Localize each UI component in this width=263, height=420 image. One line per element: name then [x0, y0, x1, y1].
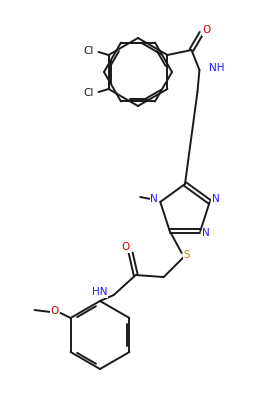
Text: N: N — [203, 228, 210, 238]
Text: N: N — [150, 194, 158, 204]
Text: N: N — [212, 194, 220, 204]
Text: O: O — [122, 242, 130, 252]
Text: Cl: Cl — [83, 46, 94, 56]
Text: S: S — [183, 250, 190, 260]
Text: Cl: Cl — [83, 88, 94, 98]
Text: HN: HN — [92, 287, 108, 297]
Text: O: O — [50, 306, 59, 316]
Text: O: O — [202, 25, 211, 35]
Text: NH: NH — [209, 63, 225, 73]
